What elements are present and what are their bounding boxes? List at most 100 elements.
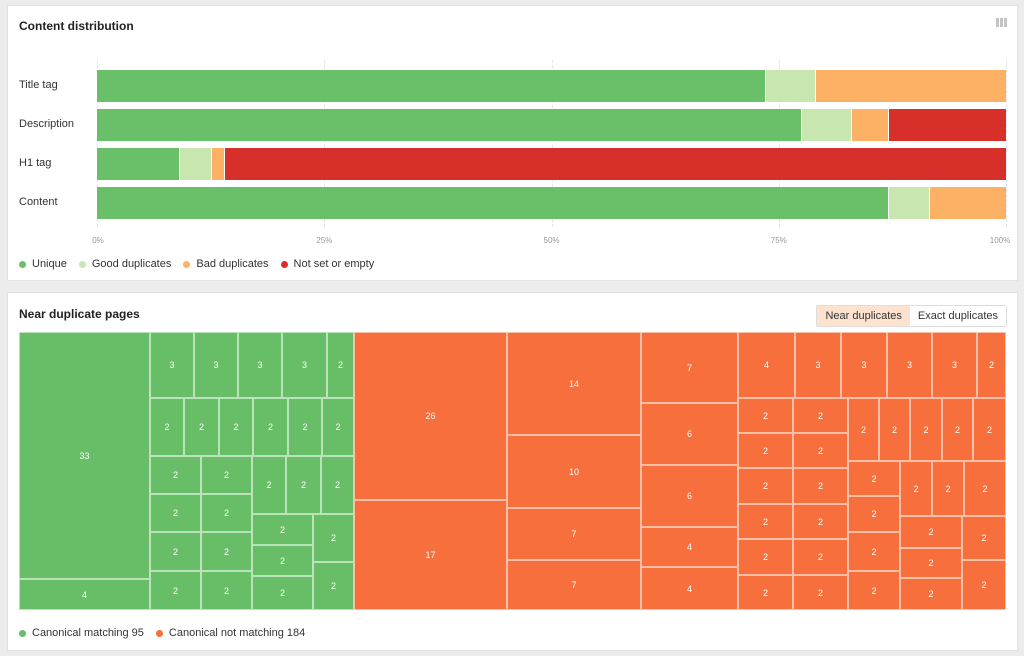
legend-item[interactable]: Good duplicates: [78, 258, 171, 270]
treemap-cell[interactable]: 2: [150, 456, 201, 494]
treemap-cell[interactable]: 3: [932, 332, 977, 398]
treemap-cell[interactable]: 2: [977, 332, 1006, 398]
treemap-cell[interactable]: 2: [738, 433, 793, 468]
treemap-cell[interactable]: 2: [793, 575, 848, 610]
treemap-cell[interactable]: 2: [900, 548, 962, 578]
bar-segment[interactable]: [97, 109, 802, 141]
treemap-cell[interactable]: 4: [641, 567, 738, 610]
treemap-cell[interactable]: 2: [313, 562, 354, 610]
bar-segment[interactable]: [97, 70, 766, 102]
bar-segment[interactable]: [815, 70, 1006, 102]
bar-segment[interactable]: [224, 148, 1006, 180]
treemap-cell[interactable]: 2: [973, 398, 1006, 461]
treemap-cell[interactable]: 2: [253, 398, 288, 456]
treemap-cell[interactable]: 2: [201, 571, 252, 610]
treemap-cell[interactable]: 3: [795, 332, 841, 398]
treemap-cell[interactable]: 2: [793, 539, 848, 575]
treemap-cell[interactable]: 2: [219, 398, 253, 456]
treemap-cell[interactable]: 3: [150, 332, 194, 398]
legend-item[interactable]: Bad duplicates: [183, 258, 269, 270]
columns-icon[interactable]: [996, 18, 1007, 27]
treemap-cell[interactable]: 7: [641, 332, 738, 403]
treemap-cell[interactable]: 26: [354, 332, 507, 500]
treemap-cell[interactable]: 2: [150, 398, 184, 456]
treemap-cell[interactable]: 4: [641, 527, 738, 567]
treemap-cell[interactable]: 2: [738, 575, 793, 610]
exact-duplicates-button[interactable]: Exact duplicates: [909, 306, 1006, 326]
treemap-cell[interactable]: 6: [641, 403, 738, 465]
bar-segment[interactable]: [887, 187, 929, 219]
treemap-cell[interactable]: 2: [848, 532, 900, 571]
treemap-cell[interactable]: 3: [238, 332, 282, 398]
treemap-cell[interactable]: 2: [150, 494, 201, 532]
treemap-cell[interactable]: 2: [848, 571, 900, 610]
treemap-cell[interactable]: 2: [962, 560, 1006, 610]
treemap-cell[interactable]: 2: [252, 545, 313, 576]
treemap-cell[interactable]: 2: [793, 433, 848, 468]
bar-segment[interactable]: [97, 187, 888, 219]
treemap-cell[interactable]: 2: [252, 514, 313, 545]
treemap-cell[interactable]: 2: [252, 576, 313, 610]
treemap-cell[interactable]: 2: [252, 456, 286, 514]
legend-label: Canonical matching 95: [32, 627, 144, 639]
treemap-cell[interactable]: 17: [354, 500, 507, 610]
treemap-cell[interactable]: 2: [738, 468, 793, 504]
legend-item[interactable]: Canonical not matching 184: [155, 627, 305, 639]
legend-item[interactable]: Not set or empty: [280, 258, 374, 270]
treemap-cell[interactable]: 2: [793, 468, 848, 504]
treemap-cell[interactable]: 2: [313, 514, 354, 562]
treemap-cell[interactable]: 2: [900, 516, 962, 548]
treemap-cell[interactable]: 14: [507, 332, 641, 435]
treemap-cell[interactable]: 2: [848, 496, 900, 532]
treemap-cell[interactable]: 2: [738, 539, 793, 575]
treemap-cell[interactable]: 2: [201, 532, 252, 571]
treemap-cell[interactable]: 2: [964, 461, 1006, 516]
treemap-cell[interactable]: 3: [887, 332, 932, 398]
bar-segment[interactable]: [178, 148, 211, 180]
treemap-cell[interactable]: 2: [738, 504, 793, 539]
bar-segment[interactable]: [801, 109, 852, 141]
treemap-cell[interactable]: 33: [19, 332, 150, 579]
treemap-cell[interactable]: 2: [288, 398, 322, 456]
treemap-cell[interactable]: 4: [738, 332, 795, 398]
bar-segment[interactable]: [851, 109, 888, 141]
treemap-cell[interactable]: 2: [793, 398, 848, 433]
treemap-cell[interactable]: 2: [150, 532, 201, 571]
treemap-cell[interactable]: 2: [150, 571, 201, 610]
treemap-cell[interactable]: 2: [879, 398, 910, 461]
treemap-cell[interactable]: 2: [201, 456, 252, 494]
legend-item[interactable]: Unique: [19, 258, 67, 270]
bar-segment[interactable]: [210, 148, 225, 180]
treemap-cell[interactable]: 2: [184, 398, 219, 456]
treemap-cell[interactable]: 3: [841, 332, 887, 398]
legend-dot: [19, 260, 26, 268]
treemap-cell[interactable]: 2: [327, 332, 354, 398]
treemap-cell[interactable]: 2: [201, 494, 252, 532]
treemap-cell[interactable]: 2: [900, 578, 962, 610]
treemap-cell[interactable]: 2: [848, 398, 879, 461]
treemap-cell[interactable]: 7: [507, 560, 641, 610]
treemap-cell[interactable]: 2: [322, 398, 354, 456]
treemap-cell[interactable]: 2: [738, 398, 793, 433]
treemap-cell[interactable]: 2: [286, 456, 321, 514]
bar-segment[interactable]: [928, 187, 1006, 219]
treemap-cell[interactable]: 2: [962, 516, 1006, 560]
legend-item[interactable]: Canonical matching 95: [19, 627, 144, 639]
near-duplicates-button[interactable]: Near duplicates: [817, 306, 910, 326]
bar-segment[interactable]: [765, 70, 816, 102]
treemap-cell[interactable]: 2: [793, 504, 848, 539]
treemap-cell[interactable]: 6: [641, 465, 738, 527]
treemap-cell[interactable]: 2: [932, 461, 964, 516]
treemap-cell[interactable]: 3: [282, 332, 327, 398]
bar-segment[interactable]: [887, 109, 1006, 141]
treemap-cell[interactable]: 2: [942, 398, 973, 461]
bar-segment[interactable]: [97, 148, 179, 180]
treemap-cell[interactable]: 3: [194, 332, 238, 398]
treemap-cell[interactable]: 2: [900, 461, 932, 516]
treemap-cell[interactable]: 7: [507, 508, 641, 560]
treemap-cell[interactable]: 2: [321, 456, 354, 514]
treemap-cell[interactable]: 2: [910, 398, 942, 461]
treemap-cell[interactable]: 10: [507, 435, 641, 508]
treemap-cell[interactable]: 2: [848, 461, 900, 496]
treemap-cell[interactable]: 4: [19, 579, 150, 610]
